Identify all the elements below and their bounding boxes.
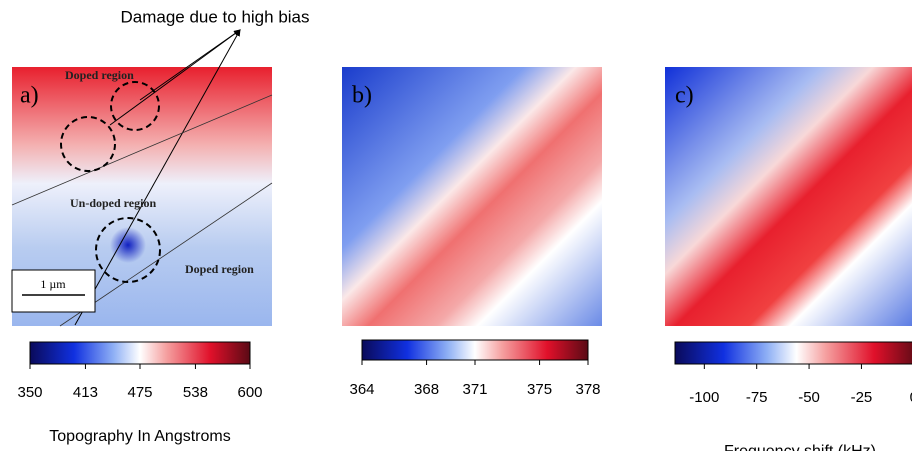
colorbar: [361, 339, 589, 361]
blue-spot: [110, 227, 146, 263]
region-label: Doped region: [65, 68, 134, 82]
panel-label: b): [352, 83, 372, 109]
arrow: [139, 29, 241, 101]
panel-label: c): [675, 83, 694, 109]
colorbar: [29, 341, 251, 365]
circle: [110, 81, 160, 131]
region-label: Doped region: [185, 262, 254, 276]
tick-label: 0: [910, 389, 912, 406]
tick-label: 600: [237, 384, 262, 401]
scale-label: 1 µm: [40, 277, 66, 291]
tick-label: 375: [527, 381, 552, 398]
heatmap-b: [342, 67, 602, 326]
tick-label: -50: [798, 389, 820, 406]
tick-label: -100: [689, 389, 719, 406]
tick-label: 475: [127, 384, 152, 401]
circle: [95, 217, 161, 283]
boundary: [11, 94, 273, 206]
region-label: Un-doped region: [70, 196, 156, 210]
tick-label: 368: [414, 381, 439, 398]
tick-label: -25: [851, 389, 873, 406]
tick-label: -75: [746, 389, 768, 406]
annotation: Damage due to high bias: [120, 7, 309, 26]
arrow: [74, 29, 241, 326]
panel-label: a): [20, 83, 39, 109]
tick-label: 350: [17, 384, 42, 401]
tick-label: 378: [575, 381, 600, 398]
scale-box: [11, 269, 96, 313]
arrow: [109, 29, 241, 126]
colorbar-title: Frequency shift (kHz): [724, 443, 876, 451]
tick-label: 364: [349, 381, 374, 398]
tick-label: 413: [73, 384, 98, 401]
tick-label: 538: [183, 384, 208, 401]
colorbar: [674, 341, 912, 365]
heatmap-c: [665, 67, 912, 326]
tick-label: 371: [462, 381, 487, 398]
circle: [60, 116, 116, 172]
colorbar-title: Topography In Angstroms: [49, 428, 230, 445]
